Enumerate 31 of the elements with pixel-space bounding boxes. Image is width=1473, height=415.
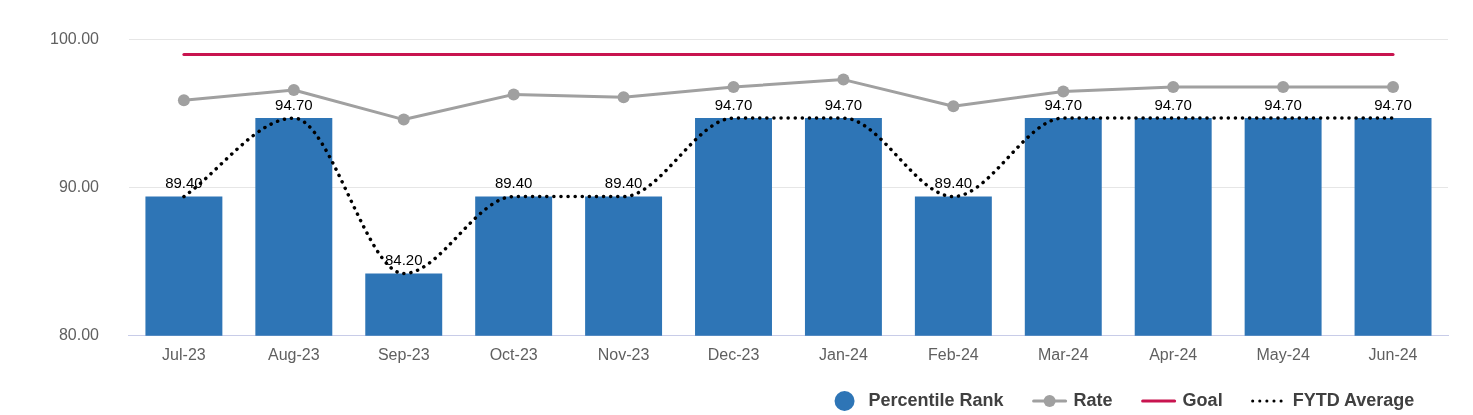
data-label: 94.70 [1044,95,1083,113]
x-tick-label: Dec-23 [707,345,760,363]
data-label: 94.70 [1374,95,1412,113]
x-tick-label: Oct-23 [489,345,538,363]
x-tick-label: Jul-23 [162,345,206,363]
legend-label: Goal [1182,389,1223,410]
legend-label: FYTD Average [1292,389,1415,410]
data-label: 89.40 [494,174,533,192]
y-tick-label: 80.00 [58,326,100,344]
legend-label: Rate [1073,389,1113,410]
data-label: 89.40 [604,174,643,192]
data-label: 94.70 [1264,95,1302,113]
x-tick-label: Feb-24 [928,345,979,363]
x-tick-label: Mar-24 [1037,345,1089,363]
data-label: 89.40 [934,174,973,192]
data-label: 84.20 [384,251,423,269]
x-tick-label: Sep-23 [377,345,430,363]
data-label: 89.40 [165,174,203,192]
data-label: 94.70 [824,95,863,113]
x-tick-label: Jan-24 [818,345,868,363]
data-label: 94.70 [1154,95,1192,113]
y-tick-label: 100.00 [50,30,100,48]
x-tick-label: Apr-24 [1149,345,1198,363]
x-tick-label: Jun-24 [1368,345,1418,363]
y-tick-label: 90.00 [58,178,100,196]
data-label: 94.70 [275,95,313,113]
data-label: 94.70 [714,95,753,113]
legend-label: Percentile Rank [868,389,1005,410]
x-tick-label: Aug-23 [268,345,320,363]
x-tick-label: May-24 [1256,345,1310,363]
x-tick-label: Nov-23 [597,345,650,363]
